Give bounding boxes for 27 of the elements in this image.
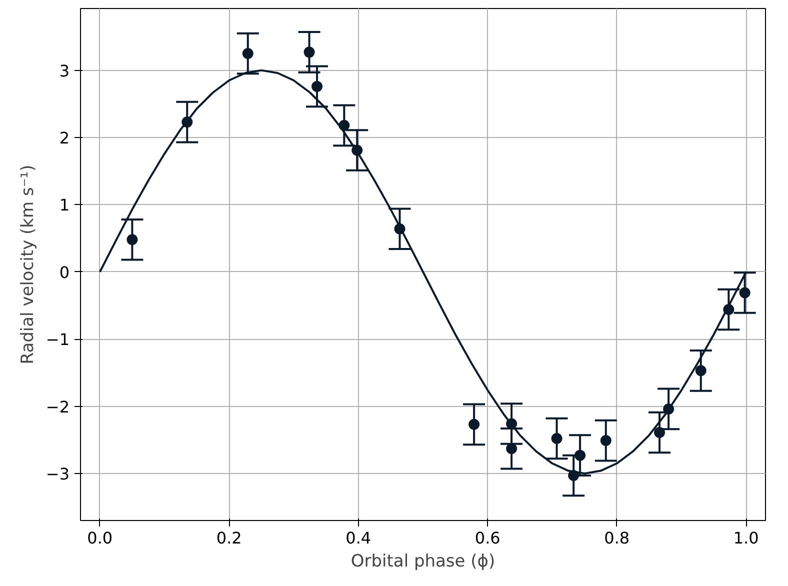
y-tick-label: 2 (59, 128, 70, 148)
point (600, 435, 612, 446)
x-tick-label: 0.6 (474, 528, 500, 548)
point (654, 426, 666, 438)
point (126, 234, 138, 246)
y-tick-label: −3 (46, 464, 70, 484)
x-tick-label: 0.0 (87, 528, 113, 548)
y-tick-label: −2 (46, 397, 70, 416)
y-tick-label: 1 (59, 196, 70, 215)
point (506, 443, 518, 454)
x-tick-label: 1.0 (733, 528, 759, 548)
y-tick-label: 0 (59, 262, 70, 282)
point (739, 287, 750, 298)
point (312, 80, 323, 92)
x-tick-label: 0.8 (604, 528, 630, 548)
x-tick-label: 0.4 (346, 528, 372, 548)
point (242, 48, 254, 60)
x-tick-label: 0.2 (216, 528, 242, 548)
point (695, 365, 706, 376)
x-axis-title: Orbital phase (ϕ) (350, 552, 496, 572)
point (304, 46, 315, 58)
y-tick-label: −1 (46, 330, 70, 350)
y-tick-label: 3 (59, 61, 70, 80)
y-axis-title: Radial velocity (km s⁻¹) (18, 164, 38, 364)
point (468, 418, 480, 430)
point (551, 433, 562, 444)
point (574, 450, 586, 461)
